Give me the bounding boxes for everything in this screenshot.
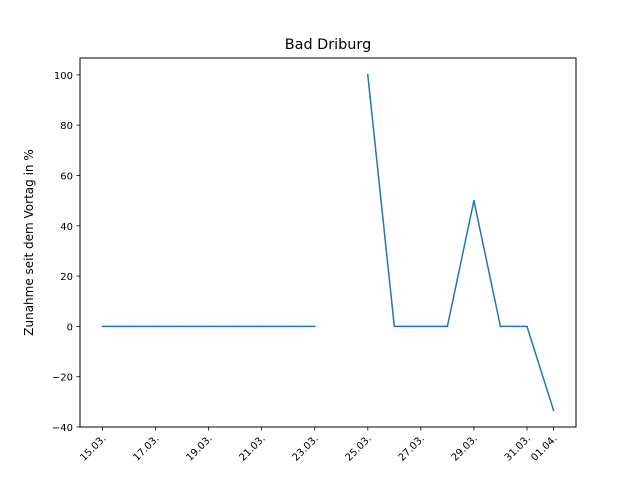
data-point [234, 325, 236, 328]
data-point [128, 325, 130, 328]
data-point [393, 325, 396, 328]
data-point [446, 325, 449, 328]
data-point [313, 325, 316, 328]
plot-area [101, 74, 555, 412]
y-axis: −40 −20 0 20 40 60 80 100 [52, 71, 80, 434]
data-point [260, 325, 263, 328]
y-tick-label: 40 [60, 222, 73, 233]
data-point [473, 199, 475, 202]
y-axis-label: Zunahme seit dem Vortag in % [22, 149, 36, 335]
y-tick-label: 80 [60, 121, 73, 132]
data-point [101, 325, 104, 328]
data-point [526, 325, 528, 328]
data-point [207, 325, 210, 328]
y-tick-label: 60 [60, 171, 73, 182]
series-line [366, 74, 555, 412]
y-tick-label: 100 [54, 71, 73, 82]
data-point [499, 325, 502, 328]
data-point [420, 325, 422, 328]
y-tick-label: −20 [52, 373, 73, 384]
data-point [154, 325, 157, 328]
y-tick-label: −40 [52, 423, 73, 434]
data-point [366, 74, 369, 76]
data-point [287, 325, 290, 328]
axes-frame [79, 57, 577, 428]
y-tick-label: 20 [60, 272, 73, 283]
data-point [552, 409, 555, 411]
y-tick-label: 0 [67, 322, 73, 333]
chart-title: Bad Driburg [285, 37, 371, 53]
data-point [181, 325, 183, 328]
